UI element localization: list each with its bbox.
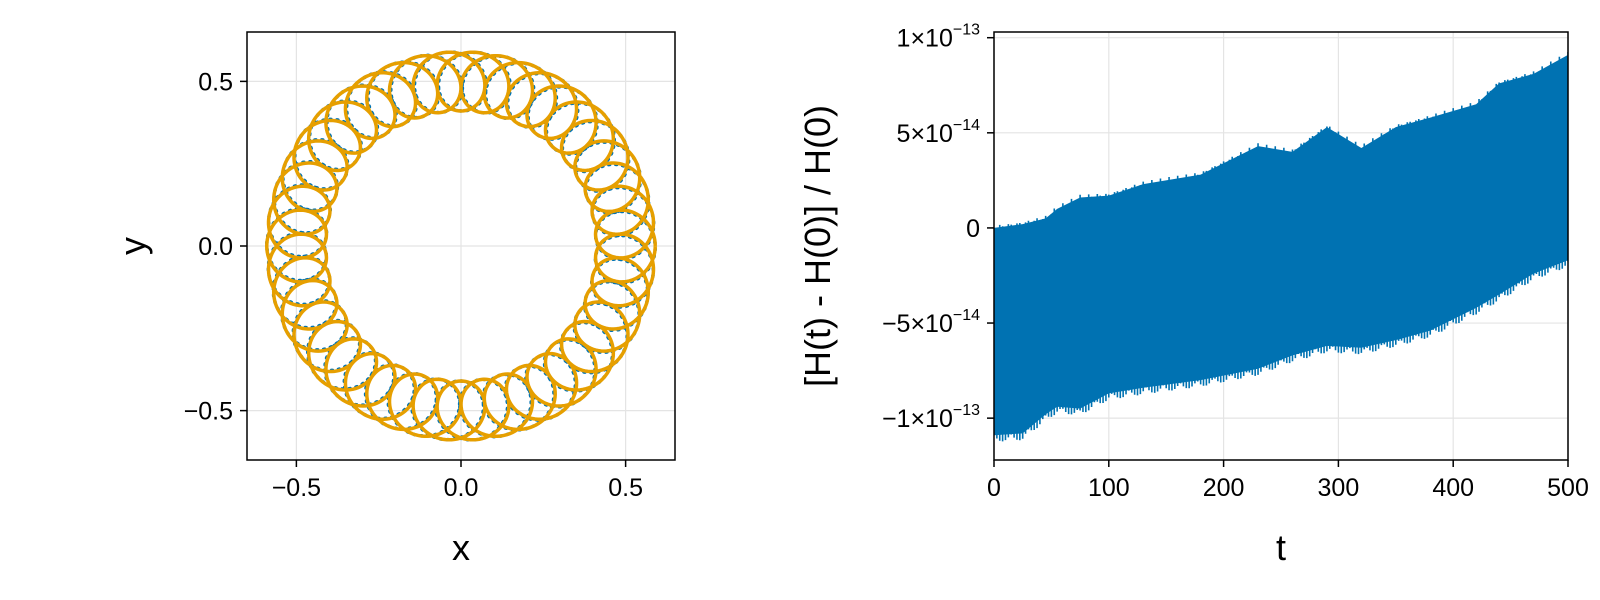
y-tick-label: −0.5 xyxy=(184,398,233,426)
x-tick-label: 300 xyxy=(1318,474,1360,502)
y-tick-label: −5×10−14 xyxy=(882,307,980,338)
x-tick-label: 200 xyxy=(1203,474,1245,502)
y-tick-label: 0.0 xyxy=(198,233,233,261)
y-tick-label: 0 xyxy=(966,215,980,243)
energy-y-ticks: 1×10−13 5×10−14 0 −5×10−14 −1×10−13 xyxy=(882,22,994,433)
x-tick-label: 0.5 xyxy=(608,474,643,502)
x-tick-label: 400 xyxy=(1432,474,1474,502)
energy-plot-frame xyxy=(993,31,1569,461)
x-tick-label: 100 xyxy=(1088,474,1130,502)
orbit-x-ticks: −0.5 0.0 0.5 xyxy=(272,460,643,502)
energy-error-plot: 0 100 200 300 400 500 1×10−13 5×10−14 0 −5×10−14… xyxy=(797,22,1589,568)
orbit-y-axis-title: y xyxy=(112,237,153,255)
orbit-y-ticks: −0.5 0.0 0.5 xyxy=(184,68,247,426)
y-tick-label: 1×10−13 xyxy=(897,22,981,53)
energy-oscillation-lines xyxy=(994,52,1568,442)
energy-x-axis-title: t xyxy=(1276,527,1286,568)
x-tick-label: 0 xyxy=(987,474,1001,502)
energy-x-ticks: 0 100 200 300 400 500 xyxy=(987,460,1589,502)
y-tick-label: 5×10−14 xyxy=(897,117,981,148)
y-tick-label: −1×10−13 xyxy=(882,402,980,433)
orbit-x-axis-title: x xyxy=(452,527,470,568)
orbit-series-solid xyxy=(264,50,657,442)
y-tick-label: 0.5 xyxy=(198,68,233,96)
orbit-plot: −0.5 0.0 0.5 −0.5 0.0 0.5 x y xyxy=(112,31,676,568)
x-tick-label: 0.0 xyxy=(444,474,479,502)
x-tick-label: −0.5 xyxy=(272,474,321,502)
energy-y-axis-title: [H(t) - H(0)] / H(0) xyxy=(797,105,838,387)
x-tick-label: 500 xyxy=(1547,474,1589,502)
